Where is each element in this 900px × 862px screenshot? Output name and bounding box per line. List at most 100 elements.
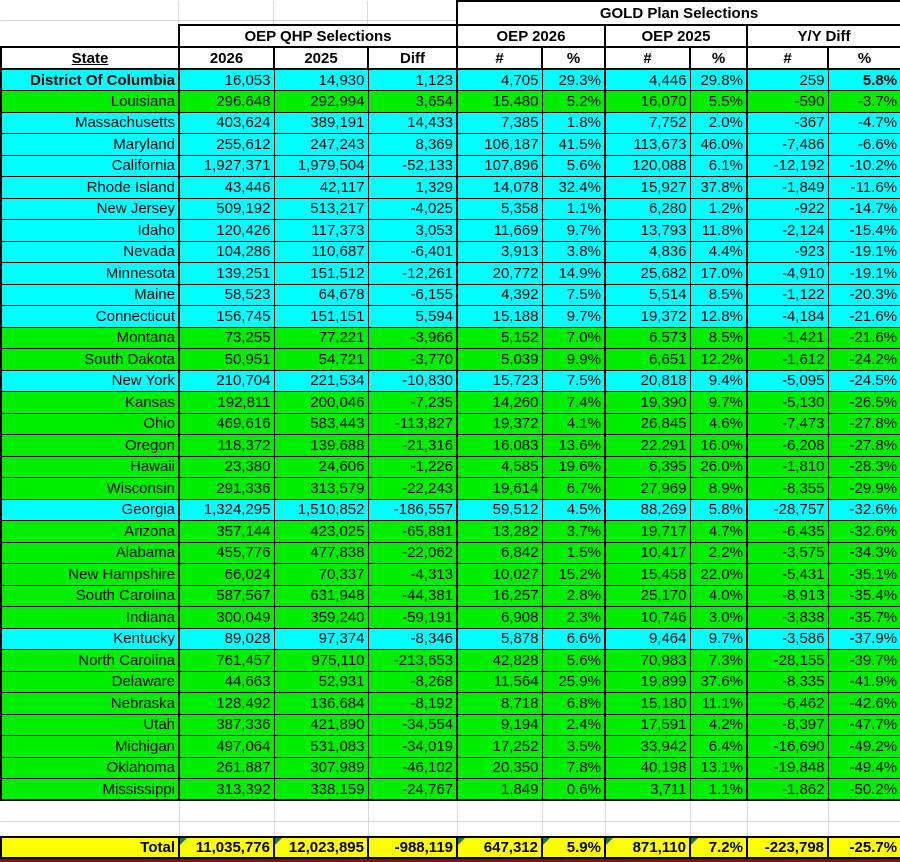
value-cell: 6,651 (604, 348, 691, 371)
value-cell: 5.8% (689, 498, 748, 521)
value-cell: -44,381 (367, 584, 458, 607)
value-cell: 11,564 (456, 670, 543, 693)
value-cell: 3.7% (541, 520, 606, 543)
value-cell: 9.4% (689, 369, 748, 392)
column-header-row: State 2026 2025 Diff # % # % # % (0, 46, 900, 70)
col-header-pct-2026: % (541, 46, 606, 70)
value-cell: 107,896 (456, 154, 543, 177)
table-row: South Carolina 587,567 631,948 -44,381 16,25… (0, 584, 900, 607)
value-cell: 9.9% (541, 348, 606, 371)
value-cell: 9.7% (541, 219, 606, 242)
value-cell: 15,458 (604, 563, 691, 586)
blank-grid-area (1, 25, 179, 47)
table-row: Idaho 120,426 117,373 3,053 11,669 9.7% 13,793… (0, 219, 900, 242)
table-row: Nebraska 128,492 136,684 -8,192 8,718 6.8% 15,… (0, 692, 900, 715)
value-cell: -8,346 (367, 627, 458, 650)
value-cell: -37.9% (827, 627, 900, 650)
table-row: Minnesota 139,251 151,512 -12,261 20,772 14.9… (0, 262, 900, 285)
value-cell: -7,486 (746, 133, 829, 156)
value-cell: 139,251 (178, 262, 275, 285)
value-cell: 14.9% (541, 262, 606, 285)
value-cell: 10,027 (456, 563, 543, 586)
table-row: Indiana 300,049 359,240 -59,191 6,908 2.3% 10,… (0, 606, 900, 629)
state-cell: Connecticut (0, 305, 180, 328)
value-cell: -8,355 (746, 477, 829, 500)
table-row: Arizona 357,144 423,025 -65,881 13,282 3.7% 19… (0, 520, 900, 543)
value-cell: -3,770 (367, 348, 458, 371)
value-cell: -1,226 (367, 455, 458, 478)
table-row: District Of Columbia 16,053 14,930 1,123 4,7… (0, 68, 900, 91)
value-cell: 4.0% (689, 584, 748, 607)
total-value-cell: 647,312 (456, 836, 543, 859)
value-cell: -24,767 (367, 778, 458, 801)
value-cell: 3.8% (541, 240, 606, 263)
value-cell: 583,443 (273, 412, 369, 435)
bottom-red-strip (0, 859, 900, 862)
value-cell: 6.4% (689, 735, 748, 758)
table-row: North Carolina 761,457 975,110 -213,653 42,8… (0, 649, 900, 672)
value-cell: 1,324,295 (178, 498, 275, 521)
col-header-num-2026: # (456, 46, 543, 70)
state-cell: New Jersey (0, 197, 180, 220)
value-cell: -22,062 (367, 541, 458, 564)
value-cell: 19,614 (456, 477, 543, 500)
value-cell: -22,243 (367, 477, 458, 500)
value-cell: 19,717 (604, 520, 691, 543)
value-cell: 5,039 (456, 348, 543, 371)
value-cell: -50.2% (827, 778, 900, 801)
value-cell: 24,606 (273, 455, 369, 478)
value-cell: 291,336 (178, 477, 275, 500)
value-cell: -34,554 (367, 713, 458, 736)
col-header-2026: 2026 (178, 46, 275, 70)
value-cell: -65,881 (367, 520, 458, 543)
value-cell: 136,684 (273, 692, 369, 715)
value-cell: 120,088 (604, 154, 691, 177)
table-row: Maryland 255,612 247,243 8,369 106,187 41.5% 1… (0, 133, 900, 156)
col-header-state: State (0, 46, 180, 70)
value-cell: -15.4% (827, 219, 900, 242)
value-cell: 403,624 (178, 111, 275, 134)
value-cell: -47.7% (827, 713, 900, 736)
value-cell: -19.1% (827, 240, 900, 263)
flag-triangle-icon (543, 839, 550, 845)
table-row: New Jersey 509,192 513,217 -4,025 5,358 1.1% 6… (0, 197, 900, 220)
value-cell: 8,718 (456, 692, 543, 715)
value-cell: 120,426 (178, 219, 275, 242)
value-cell: -41.9% (827, 670, 900, 693)
value-cell: 0.6% (541, 778, 606, 801)
value-cell: 2.3% (541, 606, 606, 629)
value-cell: 117,373 (273, 219, 369, 242)
table-row: Oregon 118,372 139,688 -21,316 16,083 13.6% 22… (0, 434, 900, 457)
value-cell: 4,705 (456, 68, 543, 91)
value-cell: 3,913 (456, 240, 543, 263)
state-cell: Alabama (0, 541, 180, 564)
value-cell: 19.6% (541, 455, 606, 478)
value-cell: 40,198 (604, 756, 691, 779)
total-value-cell: -25.7% (827, 836, 900, 859)
value-cell: 4.6% (689, 412, 748, 435)
value-cell: -16,690 (746, 735, 829, 758)
value-cell: 6.8% (541, 692, 606, 715)
value-cell: -32.6% (827, 520, 900, 543)
value-cell: 13.1% (689, 756, 748, 779)
table-row: Wisconsin 291,336 313,579 -22,243 19,614 6.7%… (0, 477, 900, 500)
value-cell: -6,435 (746, 520, 829, 543)
value-cell: -28.3% (827, 455, 900, 478)
col-header-pct-yy: % (827, 46, 900, 70)
value-cell: 9,464 (604, 627, 691, 650)
value-cell: 50,951 (178, 348, 275, 371)
value-cell: 2.2% (689, 541, 748, 564)
value-cell: 32.4% (541, 176, 606, 199)
table-row: Kentucky 89,028 97,374 -8,346 5,878 6.6% 9,464… (0, 627, 900, 650)
value-cell: -367 (746, 111, 829, 134)
col-header-num-yy: # (746, 46, 829, 70)
value-cell: 15,927 (604, 176, 691, 199)
value-cell: 4.4% (689, 240, 748, 263)
value-cell: 5,514 (604, 283, 691, 306)
value-cell: 421,890 (273, 713, 369, 736)
value-cell: 8.5% (689, 326, 748, 349)
value-cell: 139,688 (273, 434, 369, 457)
value-cell: 7.4% (541, 391, 606, 414)
value-cell: -1,612 (746, 348, 829, 371)
value-cell: -113,827 (367, 412, 458, 435)
